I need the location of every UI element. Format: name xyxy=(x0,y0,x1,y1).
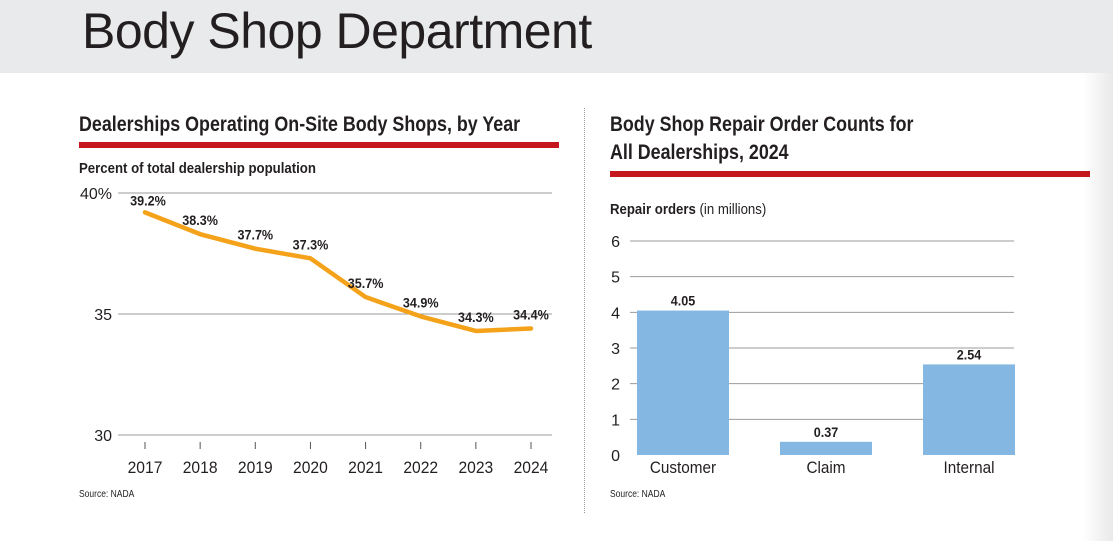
y-tick-label: 2 xyxy=(611,377,620,394)
data-label: 39.2% xyxy=(130,193,166,209)
y-tick-label: 5 xyxy=(611,270,620,287)
category-label: Internal xyxy=(944,458,995,477)
category-label: Customer xyxy=(650,458,717,477)
data-label: 38.3% xyxy=(182,213,218,229)
category-label: Claim xyxy=(806,458,845,477)
bar-chart-title-line1: Body Shop Repair Order Counts for xyxy=(610,113,914,136)
panel-divider xyxy=(584,108,585,513)
line-chart: 30 35 40% 2017 2018 2019 2020 2021 2022 2023 2024 3… xyxy=(80,186,552,477)
y-tick-label: 0 xyxy=(611,448,620,465)
data-label: 34.3% xyxy=(458,309,494,325)
x-tick-label: 2017 xyxy=(128,458,163,477)
bar-chart-axis-label-unit: (in millions) xyxy=(695,201,767,218)
line-chart-title: Dealerships Operating On-Site Body Shops… xyxy=(79,113,521,136)
bar-chart-axis-label: Repair orders (in millions) xyxy=(610,201,766,218)
bar-chart-source: Source: NADA xyxy=(610,489,666,500)
y-tick-label: 6 xyxy=(611,234,620,251)
data-label: 34.4% xyxy=(513,307,549,323)
x-tick-label: 2024 xyxy=(514,458,549,477)
x-tick-label: 2021 xyxy=(348,458,383,477)
y-tick-label: 3 xyxy=(611,341,620,358)
y-tick-label: 4 xyxy=(611,305,620,322)
bar-value-label: 2.54 xyxy=(957,347,982,363)
data-label: 37.7% xyxy=(237,227,273,243)
y-tick-label: 30 xyxy=(94,428,112,445)
x-tick-label: 2023 xyxy=(458,458,493,477)
x-tick-label: 2022 xyxy=(403,458,438,477)
line-chart-title-rule xyxy=(79,142,559,148)
page-edge-shade xyxy=(1083,73,1113,541)
bar-chart-title-rule xyxy=(610,171,1090,177)
bar-chart-axis-label-bold: Repair orders xyxy=(610,201,696,218)
bar xyxy=(637,310,729,455)
data-label: 37.3% xyxy=(293,237,329,253)
bar-value-label: 4.05 xyxy=(671,293,696,309)
header-band xyxy=(0,0,1113,73)
line-chart-subtitle: Percent of total dealership population xyxy=(79,160,316,177)
page-title: Body Shop Department xyxy=(82,3,592,59)
bar xyxy=(780,441,872,455)
x-tick-label: 2020 xyxy=(293,458,328,477)
x-tick-label: 2018 xyxy=(183,458,218,477)
y-tick-label: 35 xyxy=(94,307,112,324)
bar-chart-title-line2: All Dealerships, 2024 xyxy=(610,141,789,164)
line-chart-source: Source: NADA xyxy=(79,489,135,500)
bar xyxy=(923,364,1015,455)
x-tick-label: 2019 xyxy=(238,458,273,477)
bar-chart: 0 1 2 3 4 5 6 4.05 Customer 0.37 Claim 2.54 Internal xyxy=(611,234,1015,477)
bar-value-label: 0.37 xyxy=(814,424,838,440)
y-tick-label: 40% xyxy=(80,186,112,203)
y-tick-label: 1 xyxy=(611,412,620,429)
data-label: 35.7% xyxy=(348,275,384,291)
data-label: 34.9% xyxy=(403,295,439,311)
series-line xyxy=(142,210,534,334)
